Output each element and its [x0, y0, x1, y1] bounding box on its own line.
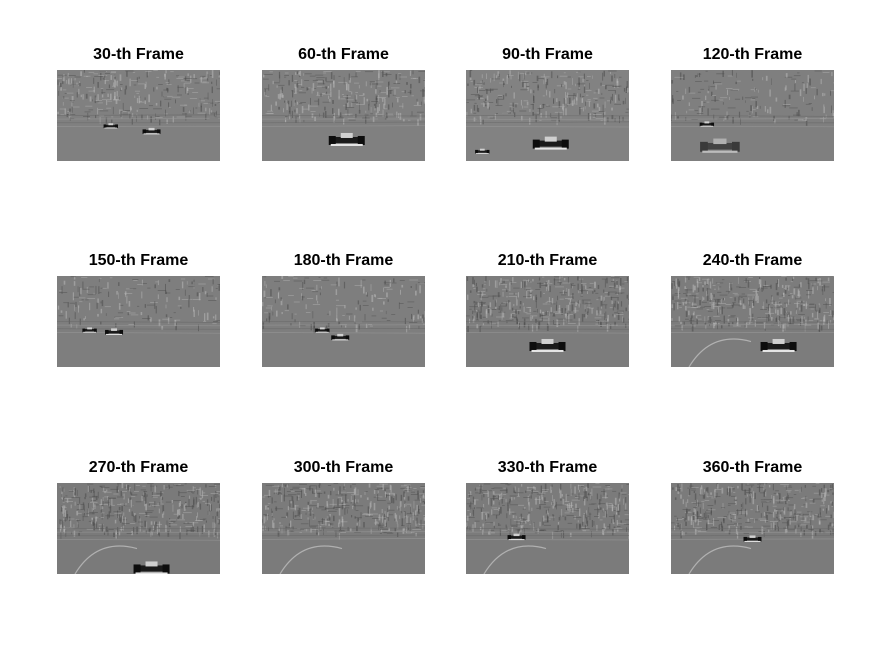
grandstand-texture — [57, 276, 220, 332]
race-car — [142, 127, 161, 135]
frame-title: 240-th Frame — [702, 252, 803, 269]
race-car — [315, 327, 330, 333]
race-car — [532, 136, 569, 150]
frame-image — [466, 276, 629, 367]
track-line — [688, 545, 752, 574]
grandstand-texture — [671, 276, 834, 332]
frame-image — [57, 276, 220, 367]
track-line — [688, 338, 752, 367]
frame-image — [466, 483, 629, 574]
grandstand-texture — [671, 483, 834, 539]
frame-title: 270-th Frame — [88, 459, 189, 476]
frame-picture — [57, 276, 220, 367]
frame-picture — [262, 276, 425, 367]
track-line — [74, 545, 138, 574]
frame-image — [262, 483, 425, 574]
grandstand-texture — [57, 70, 220, 127]
frame-image — [671, 70, 834, 161]
frame-title: 120-th Frame — [702, 46, 803, 63]
frame-picture — [671, 483, 834, 574]
frame-title: 30-th Frame — [93, 46, 184, 63]
frame-title: 330-th Frame — [497, 459, 598, 476]
frame-picture — [57, 483, 220, 574]
frame-title: 60-th Frame — [298, 46, 389, 63]
grandstand-texture — [262, 483, 425, 540]
race-car — [82, 327, 97, 333]
frame-picture — [671, 276, 834, 367]
frame-image — [262, 70, 425, 161]
grandstand-texture — [466, 483, 629, 540]
race-car — [760, 338, 797, 352]
race-car — [743, 535, 762, 542]
frame-picture — [262, 483, 425, 574]
frame-picture — [262, 70, 425, 161]
frame-image — [57, 483, 220, 574]
track-line — [483, 545, 547, 574]
frame-title: 90-th Frame — [502, 46, 593, 63]
track-line — [279, 545, 343, 574]
frame-title: 150-th Frame — [88, 252, 189, 269]
race-car — [475, 148, 490, 154]
grandstand-texture — [263, 70, 425, 126]
frame-image — [262, 276, 425, 367]
frame-image — [57, 70, 220, 161]
race-car — [331, 333, 350, 341]
frame-title: 300-th Frame — [293, 459, 394, 476]
race-car — [529, 338, 566, 352]
race-car — [133, 561, 170, 574]
frame-title: 360-th Frame — [702, 459, 803, 476]
frame-picture — [466, 276, 629, 367]
race-car — [699, 121, 715, 127]
frame-image — [671, 483, 834, 574]
race-car — [700, 138, 740, 153]
frame-image — [671, 276, 834, 367]
race-car — [103, 123, 118, 129]
frame-image — [466, 70, 629, 161]
frame-title: 210-th Frame — [497, 252, 598, 269]
race-car — [507, 533, 526, 541]
frame-picture — [57, 70, 220, 161]
frame-title: 180-th Frame — [293, 252, 394, 269]
race-car — [328, 132, 365, 146]
frame-picture — [466, 70, 629, 161]
frame-picture — [466, 483, 629, 574]
race-car — [105, 328, 124, 335]
frame-picture — [671, 70, 834, 161]
